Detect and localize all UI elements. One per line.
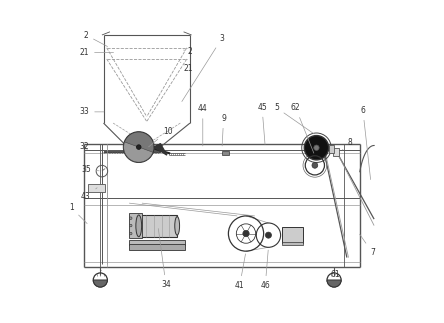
Text: 2: 2 [183,47,192,56]
Bar [222,151,229,155]
Text: 62: 62 [291,103,314,153]
Bar [129,214,142,238]
Text: 43: 43 [81,188,97,201]
Circle shape [130,232,132,235]
Bar [139,215,177,237]
Circle shape [123,132,154,162]
Text: 3: 3 [182,34,224,101]
Text: 32: 32 [79,141,89,151]
Text: 45: 45 [257,103,267,144]
Bar [87,184,105,192]
Text: 6: 6 [361,106,371,180]
Circle shape [130,217,132,219]
Circle shape [304,136,329,160]
Wedge shape [327,280,341,287]
Text: 46: 46 [260,250,270,290]
Circle shape [130,224,132,227]
Text: 1: 1 [69,203,87,224]
Text: 10: 10 [149,127,172,147]
Bar [129,244,185,250]
Text: 35: 35 [81,165,99,174]
Text: 7: 7 [360,234,375,257]
Text: 21: 21 [180,62,193,73]
Circle shape [243,230,249,237]
Text: 33: 33 [79,107,104,116]
Bar [329,145,334,152]
Circle shape [136,145,141,150]
Text: 61: 61 [331,270,341,279]
Text: 44: 44 [198,104,208,146]
Polygon shape [154,144,167,155]
Text: 41: 41 [235,254,246,290]
Ellipse shape [175,217,179,235]
Circle shape [266,232,271,238]
Text: 34: 34 [159,229,171,289]
Wedge shape [93,280,107,287]
Text: 8: 8 [342,138,353,150]
Circle shape [314,145,319,151]
Bar [129,240,185,245]
Bar [282,242,303,245]
Text: 2: 2 [83,30,107,47]
Ellipse shape [136,215,142,237]
Text: 21: 21 [79,48,114,57]
Bar [282,227,303,243]
Wedge shape [124,142,153,162]
Circle shape [312,162,318,168]
Text: 5: 5 [274,103,314,134]
Text: 9: 9 [221,114,226,146]
Bar [333,148,339,156]
